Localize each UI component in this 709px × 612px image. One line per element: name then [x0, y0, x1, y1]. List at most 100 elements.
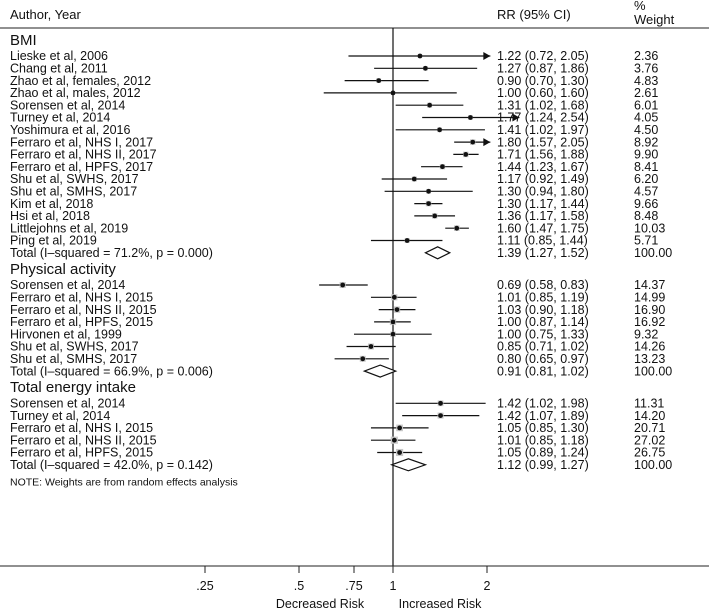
- study-weight: 4.57: [634, 185, 658, 199]
- point-estimate: [437, 127, 442, 133]
- x-tick-label: 1: [390, 579, 397, 593]
- study-label: Shu et al, SMHS, 2017: [10, 185, 137, 199]
- group-heading: Total energy intake: [10, 379, 136, 396]
- study-weight: 2.61: [634, 86, 658, 100]
- study-weight: 14.37: [634, 278, 665, 292]
- header-estimate: RR (95% CI): [497, 7, 571, 22]
- point-estimate: [432, 213, 438, 219]
- study-estimate-text: 0.85 (0.71, 1.02): [497, 340, 589, 354]
- group-heading: BMI: [10, 32, 37, 49]
- study-estimate-text: 1.77 (1.24, 2.54): [497, 111, 589, 125]
- ci-arrow: [483, 52, 491, 60]
- study-estimate-text: 1.31 (1.02, 1.68): [497, 98, 589, 112]
- study-label: Turney et al, 2014: [10, 111, 110, 125]
- point-estimate: [417, 53, 423, 59]
- study-weight: 14.99: [634, 291, 665, 305]
- study-weight: 8.48: [634, 209, 658, 223]
- study-weight: 4.05: [634, 111, 658, 125]
- study-weight: 14.26: [634, 340, 665, 354]
- study-weight: 4.50: [634, 123, 658, 137]
- study-label: Turney et al, 2014: [10, 409, 110, 423]
- study-estimate-text: 1.42 (1.07, 1.89): [497, 409, 589, 423]
- point-estimate: [470, 139, 476, 145]
- study-label: Ferraro et al, HPFS, 2015: [10, 315, 153, 329]
- study-estimate-text: 1.80 (1.57, 2.05): [497, 135, 589, 149]
- point-estimate: [391, 437, 397, 443]
- point-estimate: [426, 201, 431, 207]
- total-label: Total (I–squared = 71.2%, p = 0.000): [10, 246, 213, 260]
- study-weight: 26.75: [634, 446, 665, 460]
- study-weight: 20.71: [634, 421, 665, 435]
- study-weight: 4.83: [634, 74, 658, 88]
- point-estimate: [438, 400, 443, 406]
- study-estimate-text: 1.11 (0.85, 1.44): [497, 234, 588, 248]
- point-estimate: [340, 282, 346, 288]
- x-tick-label: .25: [196, 579, 213, 593]
- study-estimate-text: 1.00 (0.75, 1.33): [497, 327, 589, 341]
- study-weight: 2.36: [634, 49, 658, 63]
- point-estimate: [397, 450, 403, 455]
- total-estimate-text: 1.39 (1.27, 1.52): [497, 246, 589, 260]
- total-estimate-text: 1.12 (0.99, 1.27): [497, 458, 589, 472]
- study-estimate-text: 1.01 (0.85, 1.19): [497, 291, 589, 305]
- point-estimate: [394, 307, 400, 312]
- point-estimate: [440, 164, 445, 170]
- study-weight: 9.32: [634, 327, 658, 341]
- study-weight: 27.02: [634, 433, 665, 447]
- study-label: Ferraro et al, HPFS, 2017: [10, 160, 153, 174]
- point-estimate: [360, 356, 366, 362]
- point-estimate: [454, 225, 460, 231]
- study-label: Ferraro et al, NHS I, 2015: [10, 421, 153, 435]
- study-estimate-text: 0.90 (0.70, 1.30): [497, 74, 589, 88]
- study-weight: 6.20: [634, 172, 658, 186]
- study-estimate-text: 1.05 (0.85, 1.30): [497, 421, 589, 435]
- study-weight: 8.41: [634, 160, 658, 174]
- study-estimate-text: 1.36 (1.17, 1.58): [497, 209, 589, 223]
- study-label: Littlejohns et al, 2019: [10, 221, 128, 235]
- study-estimate-text: 1.01 (0.85, 1.18): [497, 433, 589, 447]
- point-estimate: [426, 188, 431, 194]
- increased-risk-label: Increased Risk: [399, 597, 482, 611]
- study-estimate-text: 1.30 (0.94, 1.80): [497, 185, 589, 199]
- pooled-diamond: [362, 364, 398, 378]
- study-estimate-text: 1.03 (0.90, 1.18): [497, 303, 589, 317]
- point-estimate: [468, 115, 473, 120]
- study-estimate-text: 1.71 (1.56, 1.88): [497, 148, 589, 162]
- study-label: Sorensen et al, 2014: [10, 278, 125, 292]
- study-label: Hirvonen et al, 1999: [10, 327, 122, 341]
- study-weight: 16.90: [634, 303, 665, 317]
- study-weight: 8.92: [634, 135, 658, 149]
- x-tick-label: 2: [484, 579, 491, 593]
- point-estimate: [404, 238, 410, 243]
- total-weight: 100.00: [634, 458, 672, 472]
- study-weight: 11.31: [634, 397, 664, 411]
- study-estimate-text: 1.00 (0.87, 1.14): [497, 315, 589, 329]
- study-label: Lieske et al, 2006: [10, 49, 108, 63]
- header-study: Author, Year: [10, 7, 82, 22]
- study-label: Sorensen et al, 2014: [10, 397, 125, 411]
- study-label: Ferraro et al, NHS I, 2015: [10, 291, 153, 305]
- study-label: Yoshimura et al, 2016: [10, 123, 131, 137]
- study-weight: 10.03: [634, 221, 665, 235]
- point-estimate: [463, 152, 469, 157]
- total-weight: 100.00: [634, 246, 672, 260]
- study-label: Shu et al, SWHS, 2017: [10, 172, 139, 186]
- study-label: Ping et al, 2019: [10, 234, 97, 248]
- study-label: Ferraro et al, NHS II, 2015: [10, 303, 157, 317]
- point-estimate: [390, 319, 396, 325]
- study-label: Chang et al, 2011: [10, 62, 108, 76]
- text-layer: Author, Year RR (95% CI)%Weight BMILieske …: [10, 0, 675, 611]
- study-weight: 13.23: [634, 352, 665, 366]
- point-estimate: [390, 90, 396, 96]
- study-label: Zhao et al, females, 2012: [10, 74, 151, 88]
- study-estimate-text: 1.17 (0.92, 1.49): [497, 172, 589, 186]
- total-estimate-text: 0.91 (0.81, 1.02): [497, 364, 589, 378]
- total-label: Total (I–squared = 42.0%, p = 0.142): [10, 458, 213, 472]
- ci-arrow: [483, 138, 491, 147]
- study-label: Ferraro et al, NHS II, 2015: [10, 433, 157, 447]
- total-weight: 100.00: [634, 364, 672, 378]
- x-tick-label: .75: [345, 579, 362, 593]
- study-estimate-text: 1.41 (1.02, 1.97): [497, 123, 589, 137]
- study-estimate-text: 1.00 (0.60, 1.60): [497, 86, 589, 100]
